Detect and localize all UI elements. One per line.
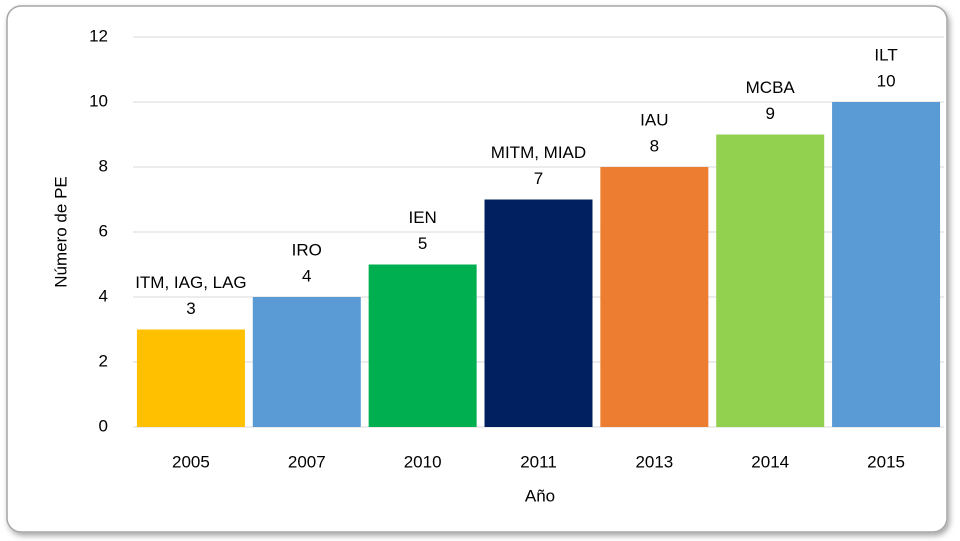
value-label: 5 — [418, 234, 427, 253]
x-tick-label: 2005 — [172, 452, 210, 471]
annotation: ITM, IAG, LAG — [135, 273, 246, 292]
annotation: MITM, MIAD — [491, 143, 586, 162]
y-axis-title: Número de PE — [51, 176, 70, 288]
bar — [368, 264, 477, 427]
value-label: 9 — [765, 104, 774, 123]
bar — [832, 102, 941, 427]
y-tick-label: 4 — [99, 286, 108, 305]
bar — [484, 199, 593, 427]
y-tick-label: 0 — [99, 416, 108, 435]
x-tick-label: 2011 — [520, 452, 557, 471]
value-label: 8 — [650, 136, 659, 155]
y-tick-label: 8 — [99, 156, 108, 175]
x-axis-title: Año — [525, 486, 555, 505]
x-tick-label: 2013 — [635, 452, 673, 471]
x-tick-label: 2015 — [867, 452, 905, 471]
annotation: IEN — [408, 208, 436, 227]
y-tick-label: 6 — [99, 221, 108, 240]
bar — [716, 134, 825, 427]
value-label: 7 — [534, 169, 543, 188]
bar — [600, 167, 709, 427]
y-tick-label: 2 — [99, 351, 108, 370]
bar — [136, 329, 245, 427]
x-tick-label: 2007 — [288, 452, 326, 471]
value-label: 3 — [186, 299, 195, 318]
value-label: 4 — [302, 266, 311, 285]
x-tick-label: 2010 — [404, 452, 442, 471]
value-label: 10 — [877, 71, 896, 90]
y-tick-label: 12 — [89, 26, 108, 45]
bar — [252, 297, 361, 427]
annotation: MCBA — [746, 78, 796, 97]
annotation: IRO — [292, 240, 322, 259]
annotation: ILT — [874, 45, 897, 64]
y-tick-label: 10 — [89, 91, 108, 110]
annotation: IAU — [640, 110, 668, 129]
x-tick-label: 2014 — [751, 452, 789, 471]
